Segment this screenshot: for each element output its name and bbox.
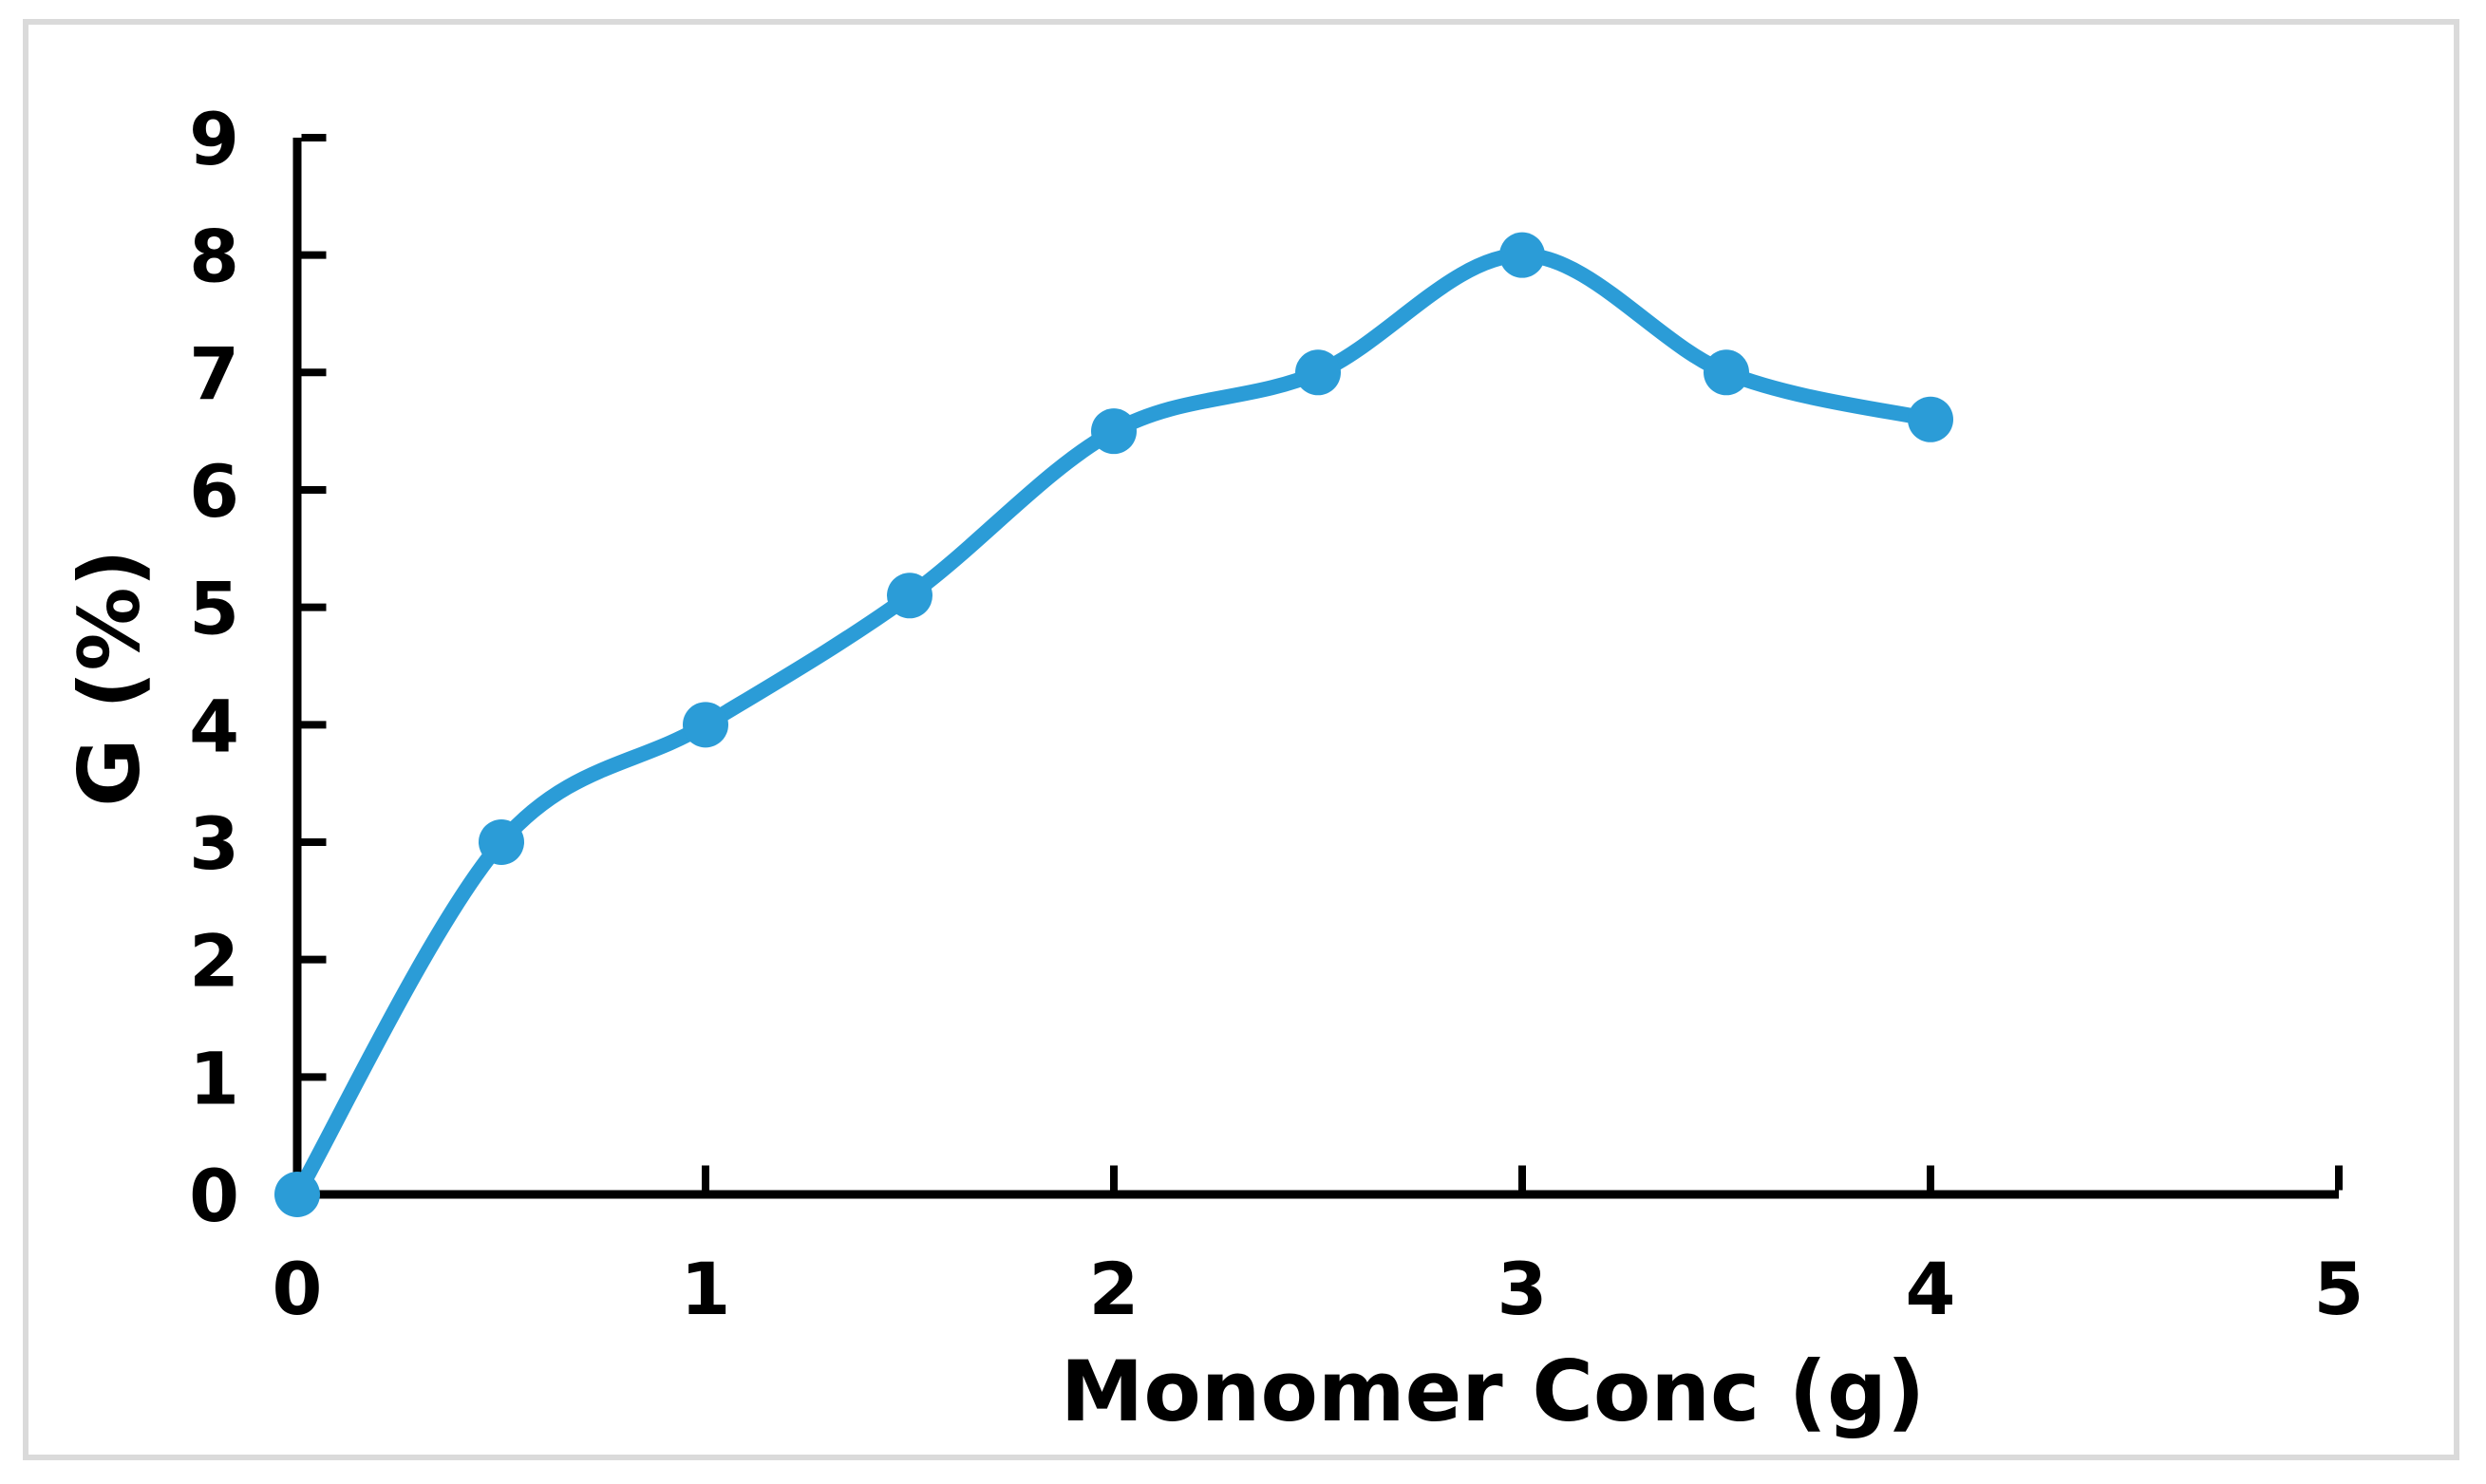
y-tick-label: 9: [189, 97, 239, 181]
data-point-marker: [887, 573, 932, 619]
y-tick-label: 3: [189, 801, 239, 886]
data-point-marker: [1908, 396, 1953, 442]
figure-border: [23, 19, 2459, 1460]
y-tick-label: 4: [189, 684, 239, 768]
x-tick-label: 1: [681, 1247, 731, 1331]
y-tick-label: 5: [189, 567, 239, 651]
data-point-marker: [479, 818, 524, 865]
data-point-marker: [1295, 349, 1341, 396]
y-tick-label: 8: [189, 215, 239, 299]
data-point-marker: [683, 702, 728, 748]
y-tick-label: 1: [189, 1036, 239, 1120]
data-point-marker: [1704, 349, 1749, 396]
x-tick-label: 3: [1497, 1247, 1548, 1331]
y-tick-label: 6: [189, 449, 239, 534]
x-axis-title: Monomer Conc (g): [1061, 1343, 1925, 1440]
y-tick-label: 2: [189, 919, 239, 1004]
data-point-marker: [1091, 408, 1137, 455]
y-axis-title: G (%): [61, 549, 159, 806]
x-tick-label: 2: [1089, 1247, 1139, 1331]
y-tick-label: 0: [189, 1154, 239, 1238]
y-tick-label: 7: [189, 331, 239, 416]
data-point-marker: [274, 1172, 320, 1217]
series-line: [290, 247, 1938, 1202]
x-tick-label: 4: [1906, 1247, 1956, 1331]
x-tick-label: 0: [273, 1247, 323, 1331]
x-tick-label: 5: [2314, 1247, 2364, 1331]
data-point-marker: [1499, 232, 1545, 278]
